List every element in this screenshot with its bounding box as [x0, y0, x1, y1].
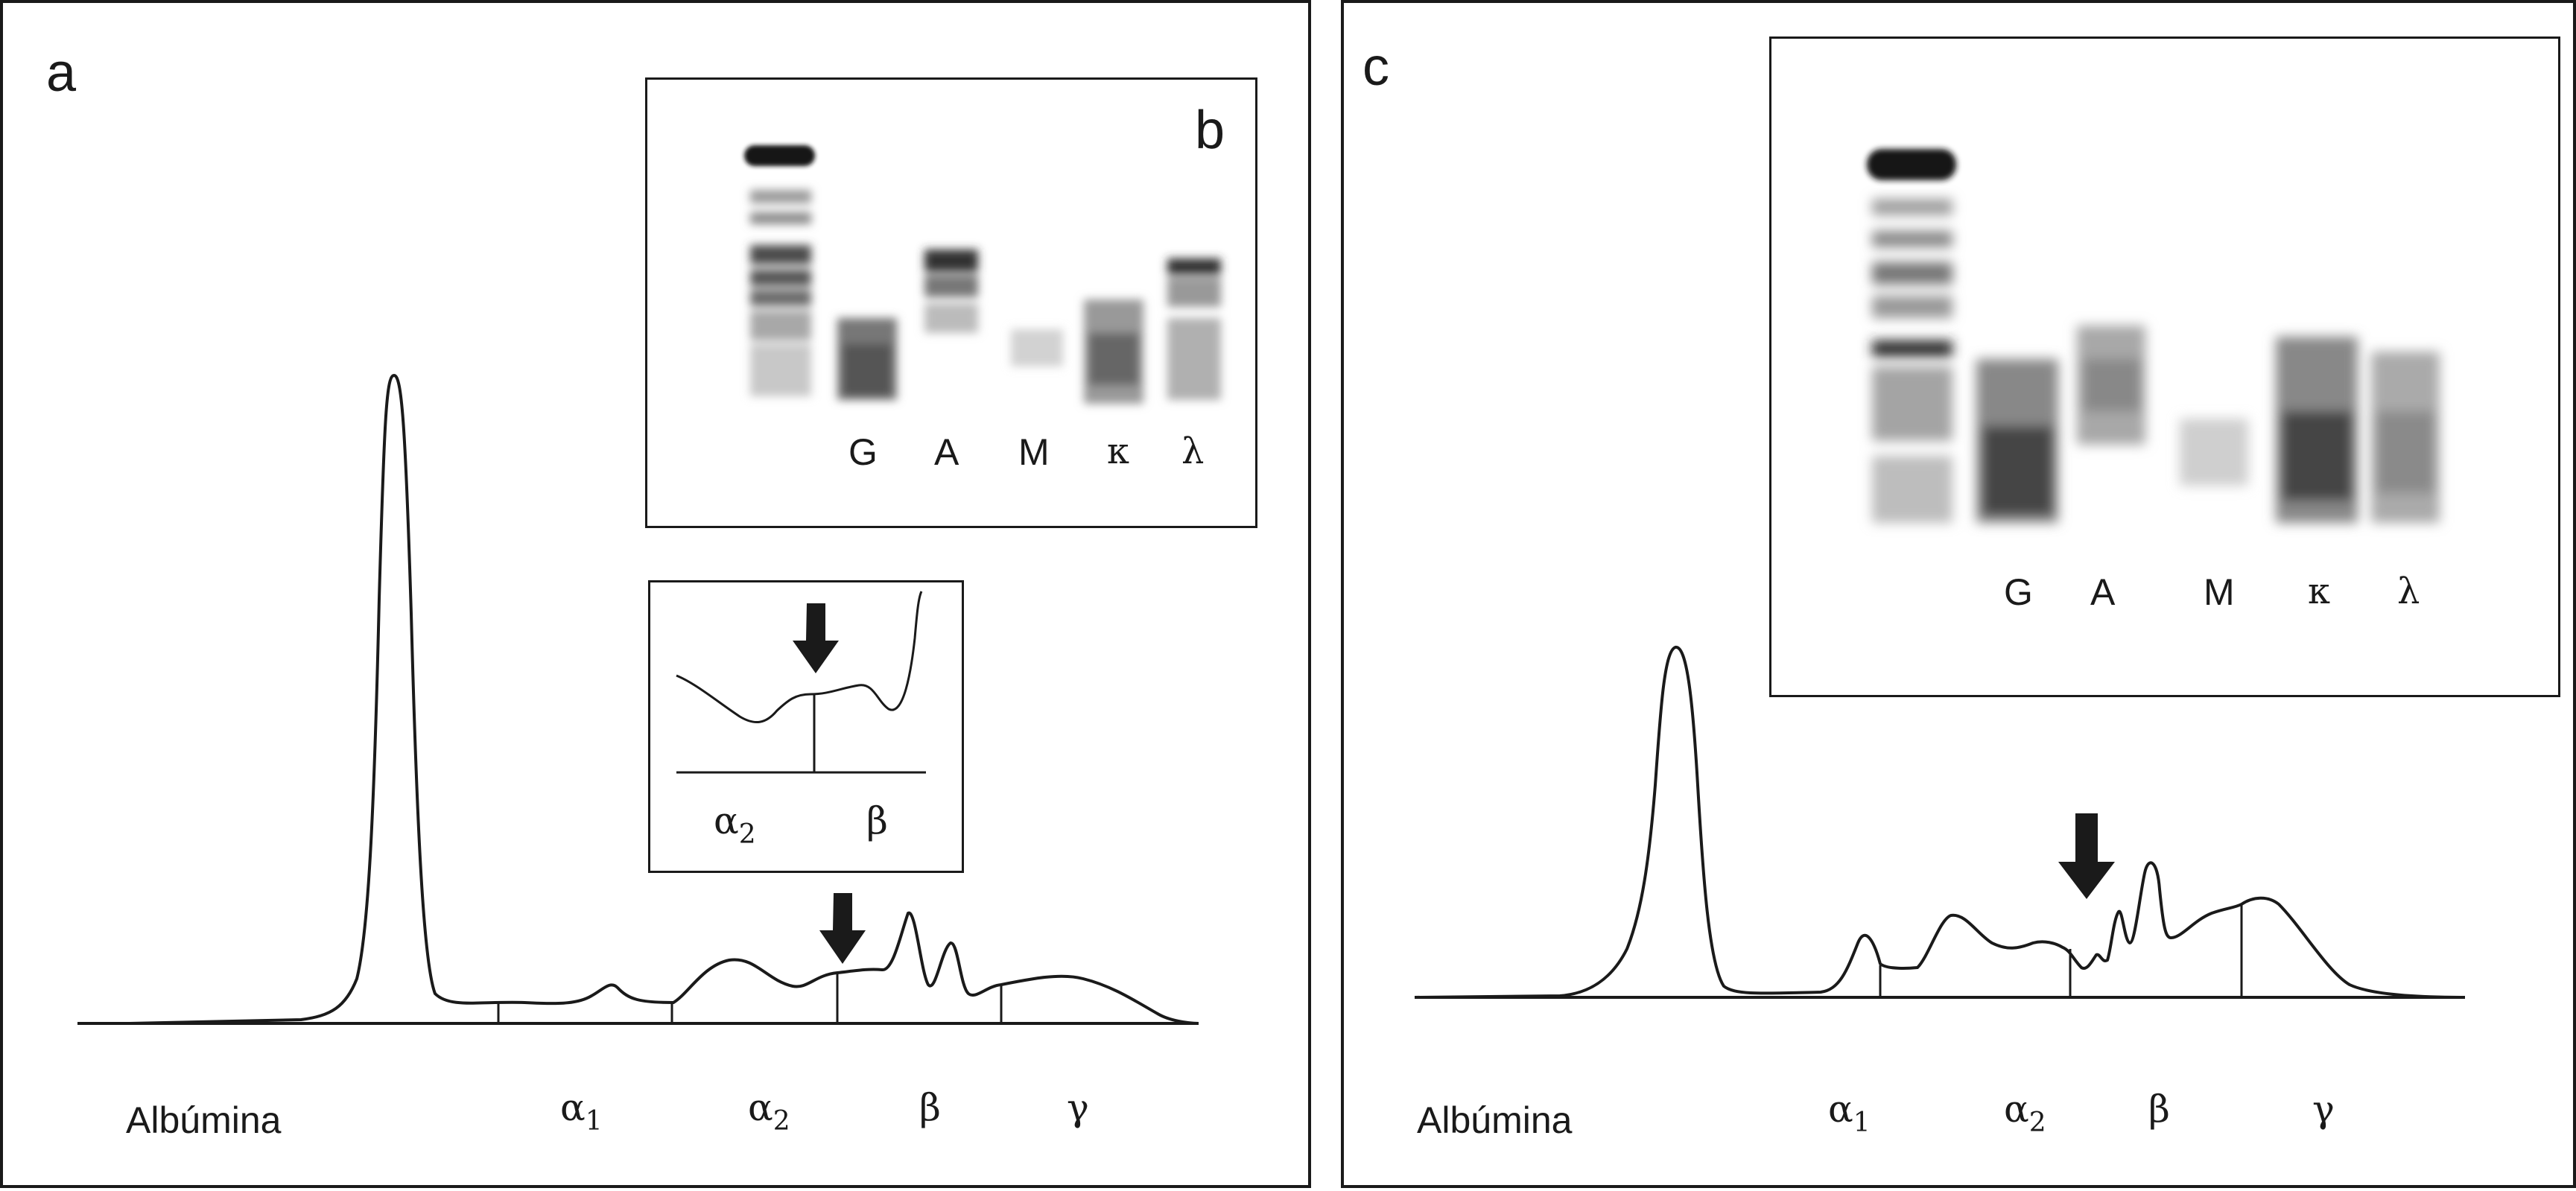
- panel-a-fraction-gamma: γ: [1067, 1086, 1089, 1129]
- panel-c-letter: c: [1362, 37, 1389, 97]
- panel-c-lane-label-g: G: [2004, 571, 2033, 613]
- panel-a-electropherogram: [77, 373, 1199, 1025]
- zoom-inset-label-alpha2: α2: [714, 799, 756, 850]
- zoom-inset-trace-plot: [676, 591, 926, 774]
- zoom-inset-label-beta: β: [866, 799, 888, 842]
- panel-a-fraction-alpha2: α2: [748, 1086, 790, 1137]
- panel-c-fraction-beta: β: [2148, 1087, 2170, 1131]
- panel-b-lane-m-band: [1011, 329, 1063, 366]
- panel-c-lane-m-band: [2180, 419, 2248, 486]
- panel-c-fraction-alpha1: α1: [1828, 1087, 1871, 1138]
- panel-c-lane-label-kappa: κ: [2308, 571, 2330, 612]
- panel-c-gel-image: [1867, 149, 2440, 523]
- panel-c-albumin-label: Albúmina: [1417, 1099, 1573, 1141]
- panel-b-lane-label-kappa: κ: [1107, 431, 1129, 472]
- panel-b-reference-lane: [744, 145, 815, 166]
- zoom-inset-trace: [676, 591, 923, 723]
- panel-b-lane-label-lambda: λ: [1181, 431, 1205, 472]
- panel-b-lane-a-band: [924, 250, 978, 272]
- panel-c-arrow-icon: [2058, 813, 2115, 899]
- panel-b-lane-label-m: M: [1018, 431, 1050, 473]
- panel-c-electropherogram: [1414, 646, 2466, 999]
- panel-c-reference-lane: [1867, 149, 1956, 180]
- panel-c-lane-label-m: M: [2204, 571, 2235, 613]
- panel-a-letter: a: [46, 43, 77, 103]
- panel-b-gel-image: [744, 145, 1221, 404]
- panel-c-fraction-gamma: γ: [2312, 1087, 2335, 1131]
- panel-b-lane-label-a: A: [934, 431, 959, 473]
- panel-a-arrow-icon: [819, 893, 866, 964]
- panel-c-lane-label-a: A: [2090, 571, 2116, 613]
- panel-b-lane-lambda-band: [1167, 258, 1221, 275]
- panel-c: c Albúmina α1 α2 β γ: [1341, 0, 2576, 1188]
- panel-c-trace: [1414, 646, 2466, 999]
- panel-c-fraction-alpha2: α2: [2004, 1087, 2046, 1138]
- panel-a-zoom-inset: α2 β: [648, 580, 964, 873]
- panel-a: a Albúmina α1 α2 β γ α2 β: [0, 0, 1311, 1188]
- panel-a-trace: [129, 373, 1199, 1025]
- panel-a-fraction-alpha1: α1: [560, 1086, 603, 1137]
- zoom-inset-arrow-icon: [793, 603, 839, 673]
- panel-c-lane-label-lambda: λ: [2397, 571, 2420, 612]
- panel-a-albumin-label: Albúmina: [126, 1099, 282, 1141]
- panel-b-gel-inset: b G A M κ λ: [645, 77, 1257, 528]
- panel-b-letter: b: [1195, 101, 1225, 160]
- panel-a-fraction-beta: β: [919, 1086, 941, 1129]
- panel-b-lane-label-g: G: [848, 431, 878, 473]
- panel-c-gel-inset: G A M κ λ: [1769, 36, 2560, 697]
